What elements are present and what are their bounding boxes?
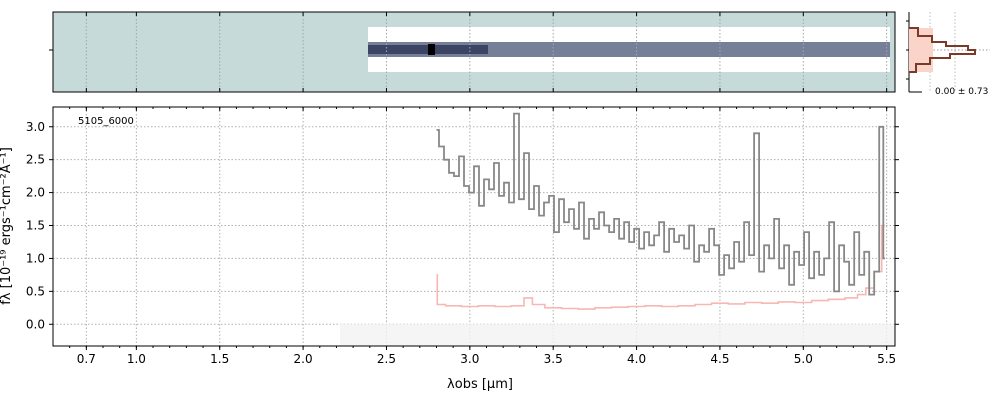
y-tick-label: 1.0 — [26, 251, 45, 265]
y-tick-label: 0.5 — [26, 284, 45, 298]
spectrum-2d-trace — [368, 42, 890, 57]
profile-label: 0.00 ± 0.73 — [935, 87, 988, 97]
x-tick-label: 2.0 — [294, 352, 313, 366]
y-tick-label: 1.5 — [26, 219, 45, 233]
panel-label: 5105_6000 — [78, 116, 134, 127]
profile-fill — [909, 28, 933, 72]
y-tick-label: 0.0 — [26, 317, 45, 331]
x-tick-label: 1.0 — [127, 352, 146, 366]
plot-area — [53, 107, 895, 346]
error-line — [436, 224, 885, 310]
x-tick-label: 5.5 — [877, 352, 896, 366]
y-tick-label: 3.0 — [26, 120, 45, 134]
x-tick-label: 1.5 — [210, 352, 229, 366]
y-tick-label: 2.5 — [26, 153, 45, 167]
x-tick-label: 3.0 — [460, 352, 479, 366]
spectrum-1d-panel: 0.7 1.0 1.5 2.0 2.5 3.0 3.5 4.0 4.5 5.0 5.5 0.0 0.5… — [0, 106, 899, 392]
x-axis-label: λobs [μm] — [447, 377, 513, 392]
x-tick-label: 3.5 — [544, 352, 563, 366]
x-tick-label: 5.0 — [794, 352, 813, 366]
profile-line — [909, 27, 976, 73]
spectrum-line — [436, 112, 885, 296]
y-tick-label: 2.0 — [26, 186, 45, 200]
x-tick-label: 0.7 — [77, 352, 96, 366]
y-axis-label: fλ [10⁻¹⁹ ergs⁻¹cm⁻²Å⁻¹] — [0, 147, 14, 305]
plot-frame — [52, 106, 896, 347]
x-tick-label: 4.5 — [710, 352, 729, 366]
masked-region — [340, 324, 895, 346]
x-tick-label: 2.5 — [377, 352, 396, 366]
profile-panel: 0.00 ± 0.73 — [906, 12, 990, 97]
spectrum-2d-hotspot — [428, 44, 435, 55]
spectrum-2d-panel — [49, 11, 896, 93]
x-tick-label: 4.0 — [627, 352, 646, 366]
